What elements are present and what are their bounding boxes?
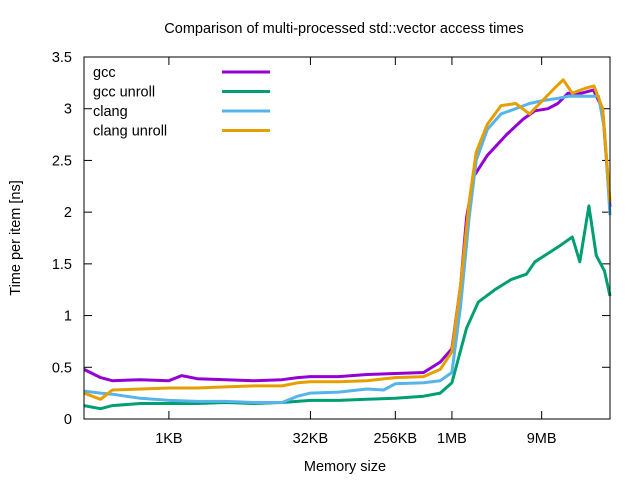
series-line-clang [83, 94, 612, 404]
y-tick-label: 1.5 [52, 257, 72, 273]
legend-label-gcc: gcc [93, 65, 116, 81]
legend-label-gcc-unroll: gcc unroll [93, 85, 155, 101]
y-tick-label: 2 [64, 205, 72, 221]
x-tick-label: 1KB [155, 431, 182, 447]
chart-title: Comparison of multi-processed std::vecto… [164, 21, 523, 37]
series-line-clang-unroll [83, 78, 612, 401]
x-axis-label: Memory size [304, 459, 386, 475]
series-lines [83, 78, 612, 411]
series-line-gcc [83, 88, 612, 383]
legend-label-clang: clang [93, 104, 128, 120]
legend-label-clang-unroll: clang unroll [93, 124, 167, 140]
y-tick-label: 0 [64, 412, 72, 428]
y-tick-label: 3.5 [52, 50, 72, 66]
y-tick-label: 3 [64, 102, 72, 118]
axis-ticks: 0 0.5 1 1.5 2 2.5 3 3.5 1KB 32KB 256KB 1MB 9MB [52, 50, 610, 447]
x-tick-label: 9MB [527, 431, 557, 447]
x-tick-label: 1MB [437, 431, 467, 447]
y-axis-label: Time per item [ns] [8, 180, 24, 296]
y-tick-label: 1 [64, 309, 72, 325]
series-line-gcc-unroll [83, 204, 612, 411]
x-tick-label: 256KB [374, 431, 418, 447]
y-tick-label: 2.5 [52, 153, 72, 169]
y-tick-label: 0.5 [52, 360, 72, 376]
x-tick-label: 32KB [293, 431, 328, 447]
plot-frame [83, 56, 611, 420]
legend: gcc gcc unroll clang clang unroll [93, 65, 270, 140]
